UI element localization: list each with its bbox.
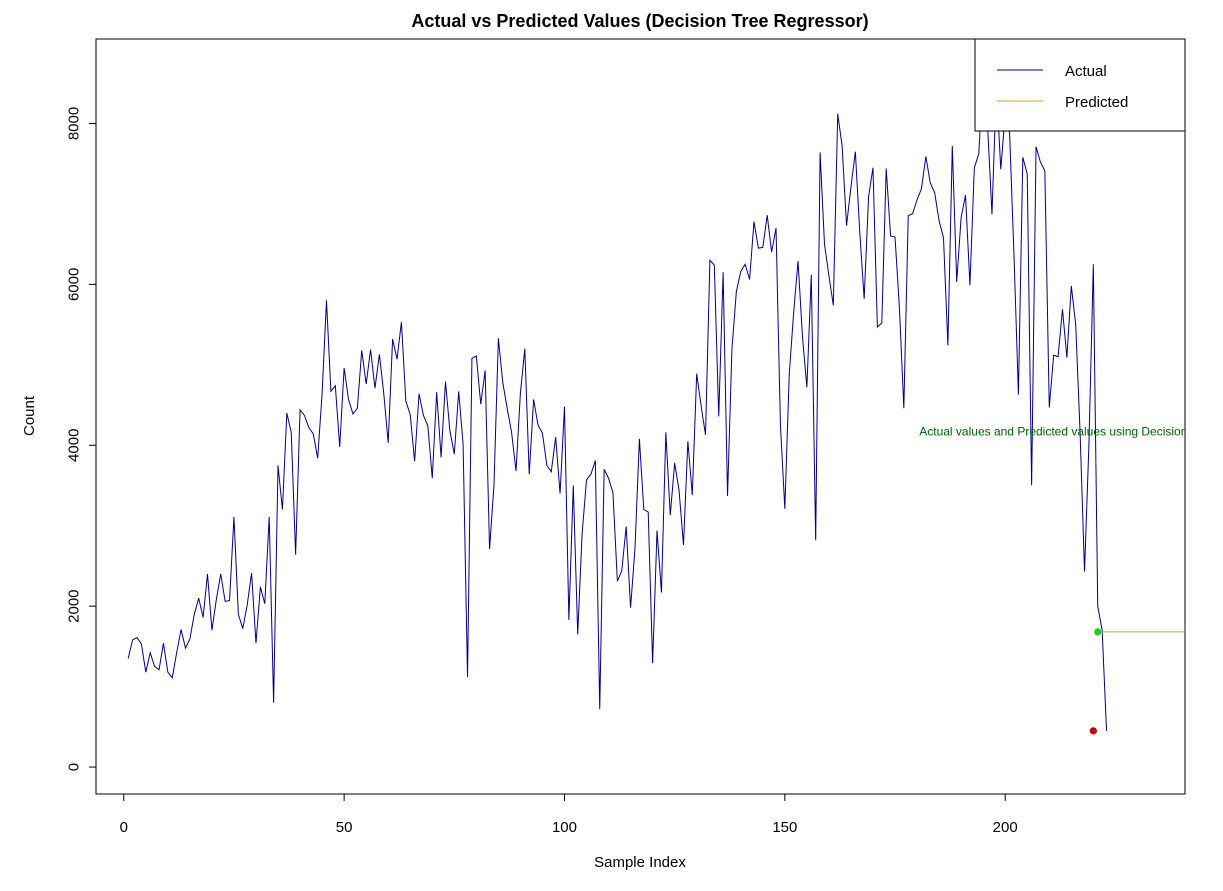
x-tick-label-200: 200: [993, 819, 1018, 836]
series-line-actual: [127, 75, 1108, 731]
annotation-text: Actual values and Predicted values using…: [919, 425, 1223, 439]
marker-point-0: [1089, 727, 1097, 735]
y-axis-label: Count: [21, 395, 38, 436]
x-axis-label: Sample Index: [594, 854, 686, 871]
marker-layer: [1089, 628, 1102, 735]
legend-label-predicted: Predicted: [1065, 94, 1128, 111]
y-tick-label-4000: 4000: [66, 429, 83, 462]
y-tick-label-8000: 8000: [66, 107, 83, 140]
y-tick-label-2000: 2000: [66, 589, 83, 622]
x-tick-label-100: 100: [552, 819, 577, 836]
y-axis: 0 2000 4000 6000 8000: [66, 107, 97, 771]
x-axis: 0 50 100 150 200: [120, 793, 1018, 836]
chart-title: Actual vs Predicted Values (Decision Tre…: [411, 11, 868, 31]
y-tick-label-0: 0: [66, 763, 83, 771]
x-tick-label-150: 150: [772, 819, 797, 836]
series-layer: [127, 75, 1185, 731]
legend-label-actual: Actual: [1065, 63, 1107, 80]
x-tick-label-50: 50: [336, 819, 353, 836]
legend: Actual Predicted: [974, 38, 1186, 132]
x-tick-label-0: 0: [120, 819, 128, 836]
marker-point-1: [1094, 628, 1102, 636]
y-tick-label-6000: 6000: [66, 268, 83, 301]
legend-box: [974, 38, 1186, 132]
plot-frame: [95, 38, 1186, 795]
